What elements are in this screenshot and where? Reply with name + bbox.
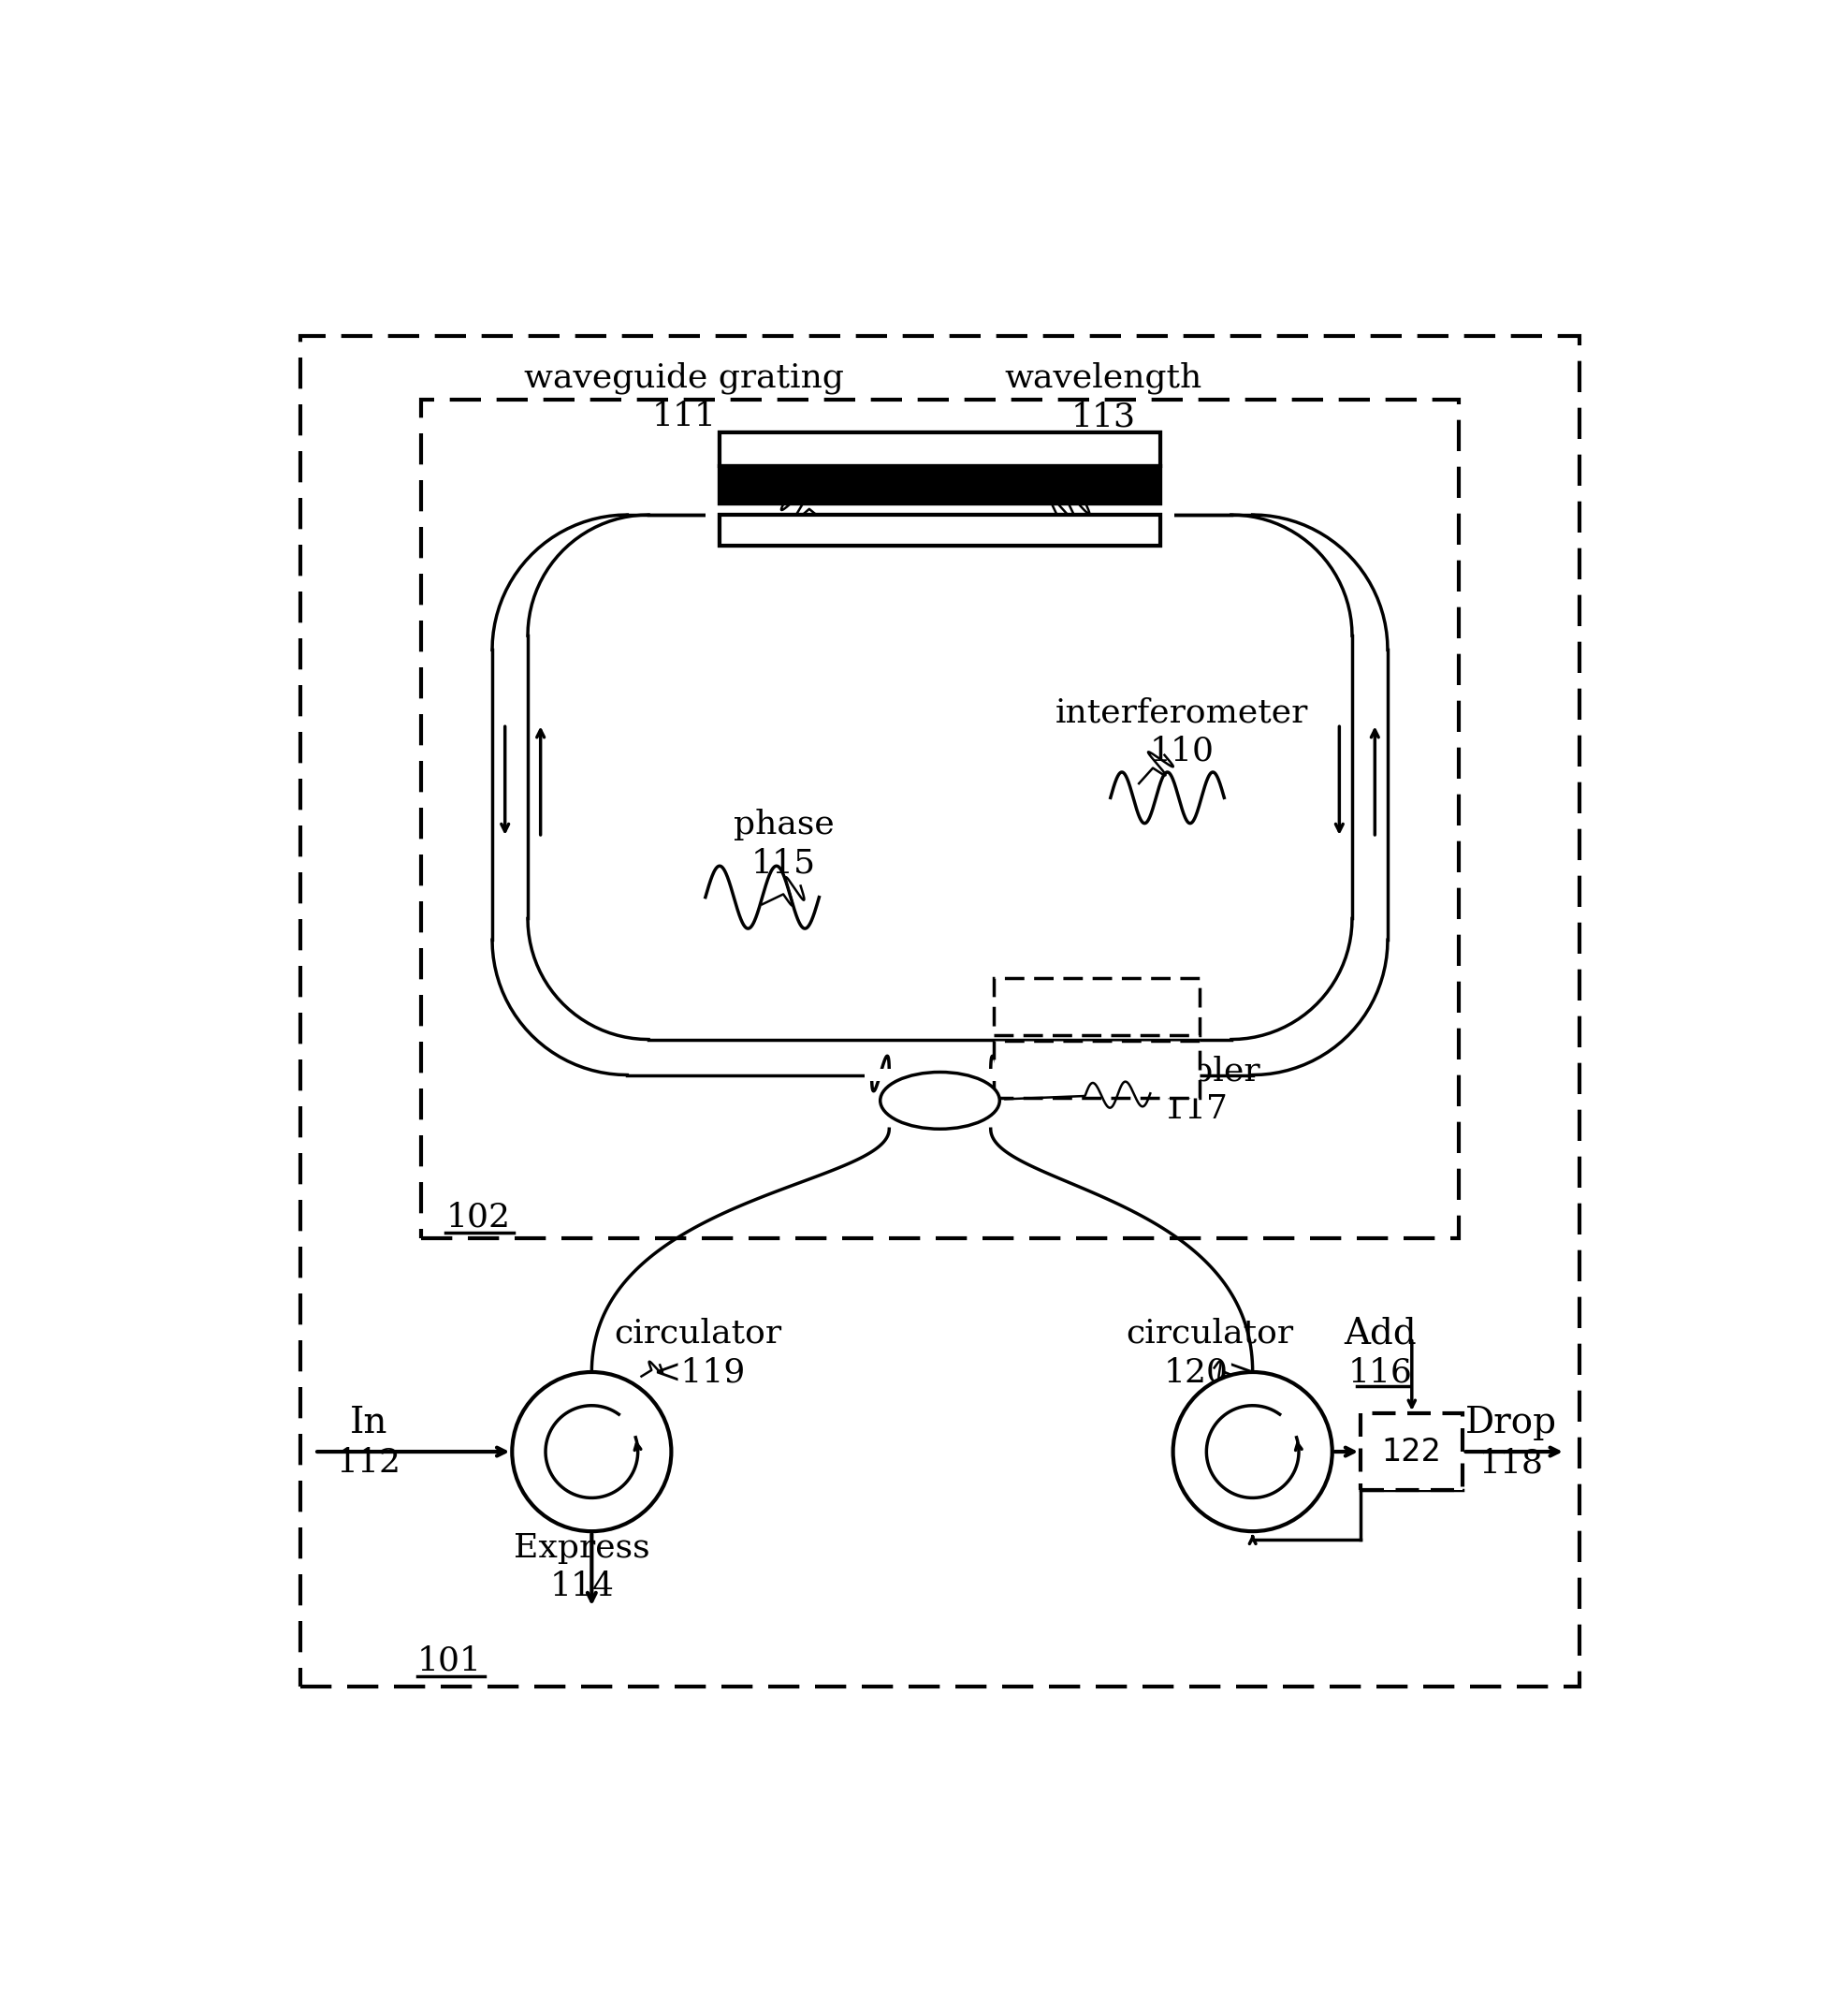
Text: <119: <119 [651, 1357, 745, 1387]
Bar [719, 466, 1161, 504]
Bar [719, 466, 1161, 504]
Bar [994, 1040, 1199, 1097]
Text: 117: 117 [1163, 1093, 1229, 1125]
Text: In: In [350, 1405, 387, 1441]
Bar [706, 500, 1174, 552]
Text: 114: 114 [550, 1570, 614, 1603]
Text: Drop: Drop [1465, 1405, 1557, 1441]
Text: 111: 111 [651, 401, 717, 433]
Text: 122: 122 [1381, 1435, 1442, 1468]
Bar [719, 431, 1161, 466]
Text: circulator: circulator [614, 1318, 781, 1349]
Text: 101: 101 [418, 1645, 482, 1677]
Bar [719, 514, 1161, 546]
Ellipse shape [880, 1073, 1000, 1129]
Text: wavelength: wavelength [1005, 363, 1203, 395]
Circle shape [512, 1373, 671, 1532]
Bar [994, 978, 1199, 1034]
Bar [864, 1068, 1016, 1081]
Text: phase: phase [734, 808, 834, 841]
Text: 120>: 120> [1163, 1357, 1256, 1387]
Text: 110: 110 [1150, 736, 1214, 766]
Bar [1361, 1413, 1464, 1490]
Text: Add: Add [1344, 1316, 1418, 1351]
Text: 113: 113 [1071, 401, 1135, 433]
Text: Express: Express [514, 1532, 649, 1564]
Text: circulator: circulator [1126, 1318, 1293, 1349]
Text: 118: 118 [1478, 1447, 1544, 1480]
Text: interferometer: interferometer [1055, 696, 1308, 728]
Circle shape [1174, 1373, 1331, 1532]
Text: 115: 115 [752, 847, 816, 879]
Bar [422, 399, 1458, 1238]
Bar [719, 431, 1161, 466]
Text: 102: 102 [446, 1202, 510, 1234]
Text: waveguide grating: waveguide grating [525, 363, 844, 395]
Text: 116: 116 [1348, 1357, 1412, 1387]
Text: 112: 112 [336, 1447, 402, 1480]
Bar [719, 514, 1161, 546]
Text: coupler: coupler [1132, 1056, 1260, 1089]
